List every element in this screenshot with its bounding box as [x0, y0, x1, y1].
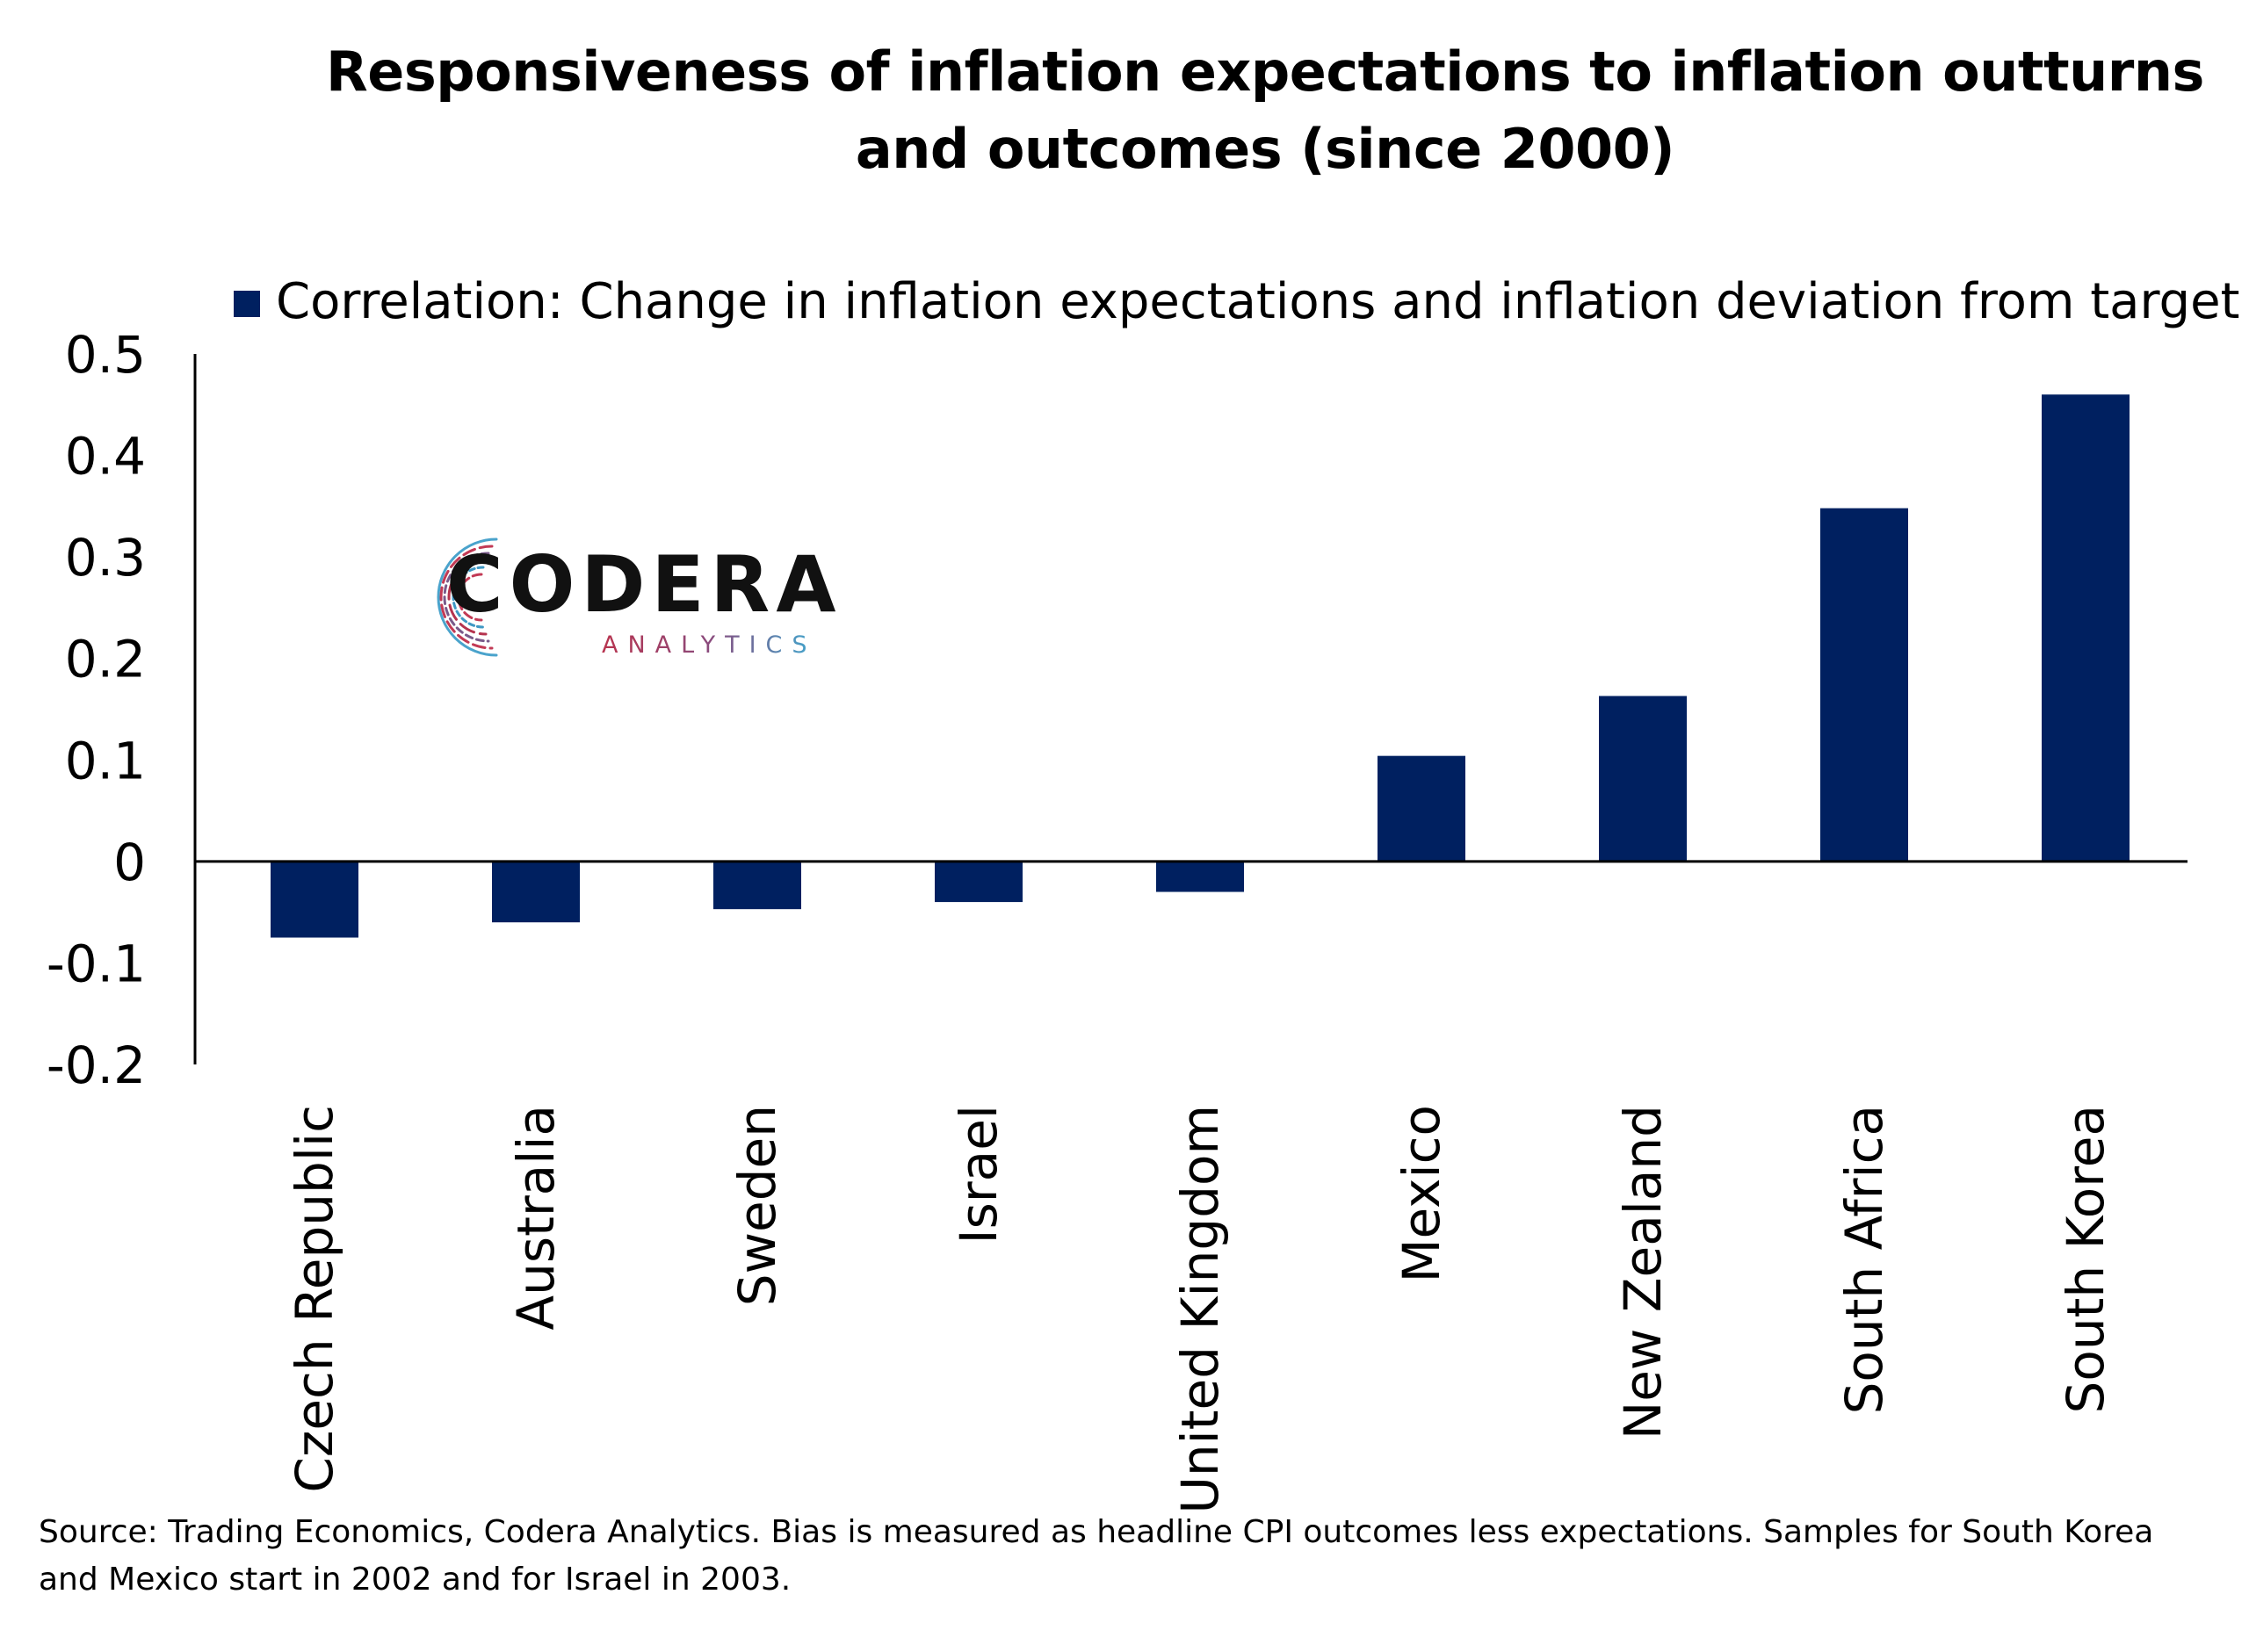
legend-swatch [234, 291, 260, 317]
axes [193, 354, 2188, 1064]
y-tick-label: -0.2 [47, 1035, 146, 1095]
bar-new-zealand [1599, 696, 1687, 862]
bar-united-kingdom [1156, 861, 1244, 892]
bar-czech-republic [271, 861, 358, 938]
bars [271, 394, 2130, 938]
y-tick-label: 0.1 [65, 731, 146, 790]
bar-australia [492, 861, 580, 923]
logo-subtitle: ANALYTICS [602, 631, 817, 659]
x-axis: Czech Republic Australia Sweden Israel Unite… [285, 1105, 2115, 1514]
bar-south-africa [1820, 508, 1908, 862]
bar-israel [935, 861, 1023, 903]
y-axis: 0.5 0.4 0.3 0.2 0.1 0 -0.1 -0.2 [47, 325, 146, 1095]
legend-label: Correlation: Change in inflation expecta… [276, 273, 2240, 330]
codera-logo: CODERA ANALYTICS [413, 527, 835, 667]
y-tick-label: 0.2 [65, 630, 146, 689]
x-tick-label: South Korea [2056, 1105, 2115, 1413]
bar-sweden [713, 861, 801, 910]
source-note: Source: Trading Economics, Codera Analyt… [39, 1514, 2154, 1598]
x-tick-label: Australia [506, 1105, 566, 1331]
x-tick-label: New Zealand [1613, 1105, 1673, 1439]
codera-logo-icon [437, 537, 498, 657]
bar-mexico [1378, 755, 1465, 862]
x-tick-label: South Africa [1834, 1105, 1894, 1414]
logo-wordmark: CODERA [446, 539, 842, 630]
y-tick-label: -0.1 [47, 934, 146, 993]
y-tick-label: 0 [113, 833, 146, 892]
x-tick-label: Mexico [1392, 1105, 1451, 1283]
y-tick-label: 0.5 [65, 325, 146, 385]
chart-title: Responsiveness of inflation expectations… [326, 40, 2204, 181]
x-tick-label: Israel [949, 1105, 1009, 1244]
x-tick-label: Czech Republic [285, 1105, 344, 1493]
x-tick-label: United Kingdom [1170, 1105, 1230, 1514]
y-tick-label: 0.3 [65, 528, 146, 588]
bar-south-korea [2042, 394, 2130, 862]
x-tick-label: Sweden [727, 1105, 787, 1306]
y-tick-label: 0.4 [65, 427, 146, 487]
chart-legend: Correlation: Change in inflation expecta… [234, 273, 2240, 330]
